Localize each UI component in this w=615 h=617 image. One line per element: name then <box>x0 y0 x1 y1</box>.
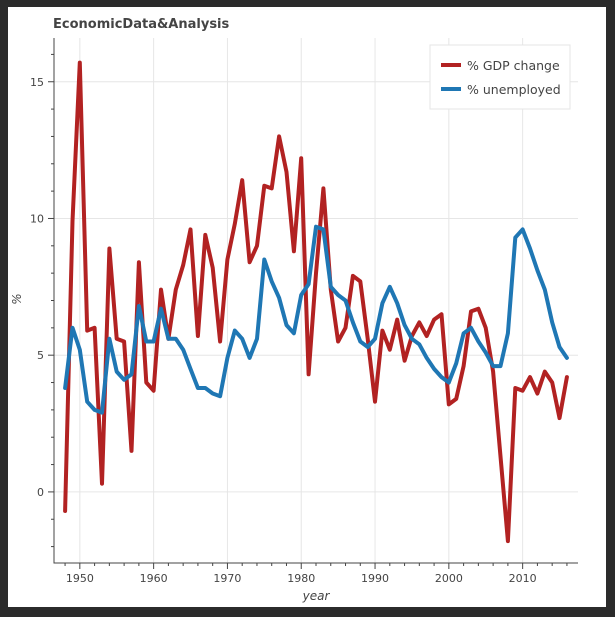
series-line-0 <box>63 60 569 544</box>
series-line-1 <box>63 224 569 415</box>
y-tick-label: 15 <box>30 76 44 89</box>
x-tick-label: 1970 <box>213 572 241 585</box>
x-tick-label: 1960 <box>140 572 168 585</box>
y-tick-label: 0 <box>37 486 44 499</box>
legend: % GDP change % unemployed <box>429 44 571 110</box>
y-axis-label: % <box>10 293 24 304</box>
x-axis-label: year <box>302 589 331 603</box>
legend-label-gdp: % GDP change <box>467 58 560 73</box>
axes: 1950 1960 1970 1980 1990 2000 2010 0 5 10 15 <box>30 38 578 585</box>
chart-frame: EconomicData&Analysis 1950 1960 1970 1980 19… <box>8 7 606 607</box>
chart-svg: EconomicData&Analysis 1950 1960 1970 1980 19… <box>10 17 578 603</box>
x-tick-label: 2010 <box>509 572 537 585</box>
legend-label-unemployed: % unemployed <box>467 82 561 97</box>
y-tick-label: 5 <box>37 349 44 362</box>
legend-box <box>429 44 571 110</box>
x-tick-label: 1950 <box>66 572 94 585</box>
x-tick-label: 1990 <box>361 572 389 585</box>
series-layer <box>63 60 569 544</box>
x-tick-label: 2000 <box>435 572 463 585</box>
y-tick-label: 10 <box>30 212 44 225</box>
x-tick-label: 1980 <box>287 572 315 585</box>
chart-title: EconomicData&Analysis <box>53 17 230 32</box>
